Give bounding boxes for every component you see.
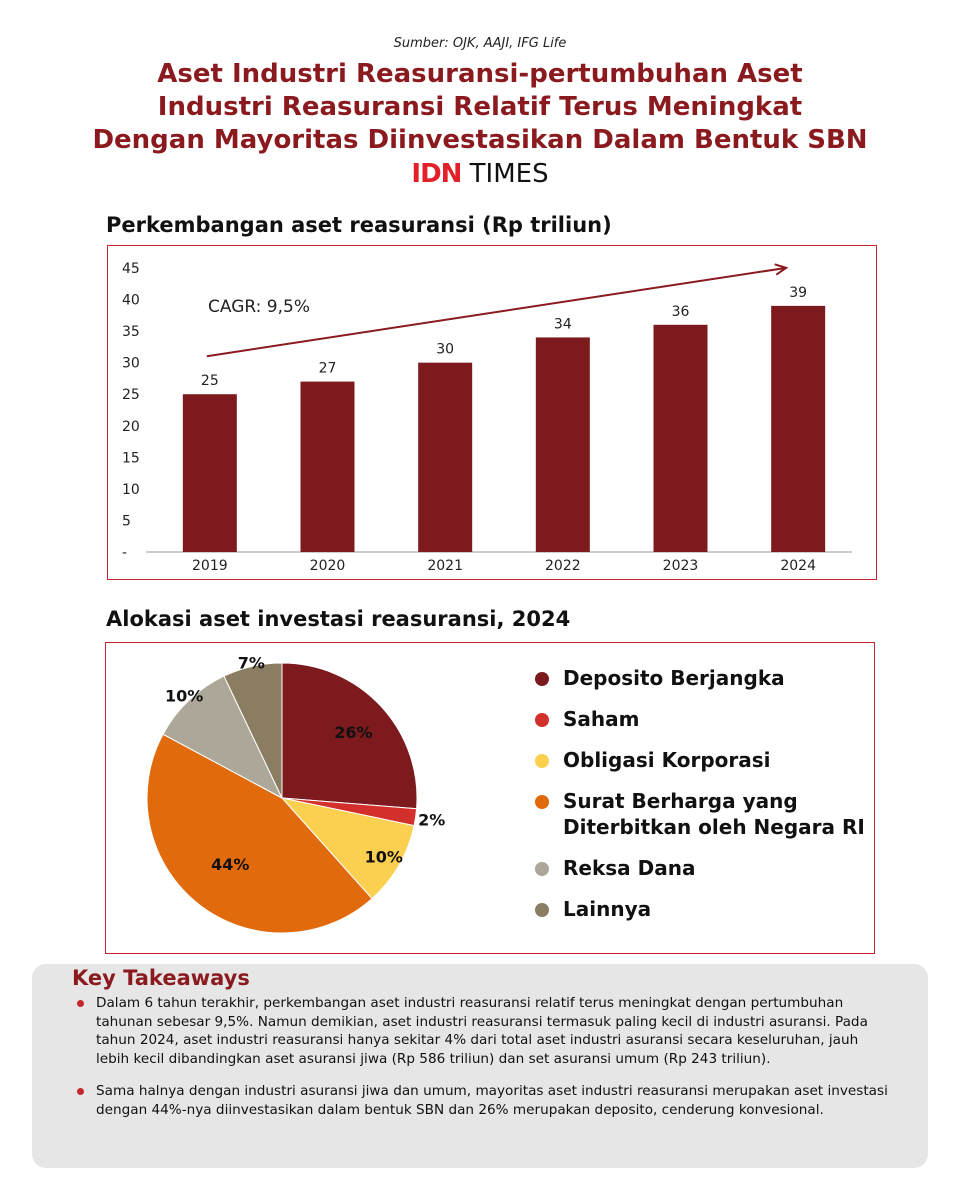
pie-chart-frame: 26% 2% 10% 44% 10% 7%: [105, 642, 875, 954]
legend-label: Obligasi Korporasi: [563, 748, 771, 772]
takeaways-heading: Key Takeaways: [72, 966, 250, 990]
legend-swatch-icon: [535, 713, 549, 727]
x-tick-label: 2021: [427, 558, 463, 574]
bar: [535, 337, 590, 552]
bullet-icon: [77, 1088, 84, 1095]
y-tick-label: 5: [122, 513, 131, 529]
legend-item: Surat Berharga yang Diterbitkan oleh Neg…: [535, 788, 865, 840]
bar-value-label: 30: [436, 342, 454, 358]
legend-label: Deposito Berjangka: [563, 666, 785, 690]
legend-label: Reksa Dana: [563, 856, 696, 880]
title-line: Dengan Mayoritas Diinvestasikan Dalam Be…: [92, 125, 868, 155]
legend-item: Saham: [535, 706, 865, 732]
key-takeaways: Key Takeaways Dalam 6 tahun terakhir, pe…: [32, 964, 928, 1168]
arrow-head-icon: [774, 263, 789, 276]
x-tick-label: 2022: [545, 558, 581, 574]
bullet-icon: [77, 1000, 84, 1007]
legend-label: Surat Berharga yang Diterbitkan oleh Neg…: [563, 789, 865, 839]
y-tick-label: 10: [122, 482, 140, 498]
y-tick-label: 45: [122, 261, 140, 277]
y-tick-label: 30: [122, 356, 140, 372]
x-tick-label: 2024: [780, 558, 816, 574]
logo-times: TIMES: [469, 159, 549, 189]
pie-slice-label: 44%: [211, 855, 249, 874]
pie-slice: [281, 662, 418, 810]
y-tick-label: 25: [122, 387, 140, 403]
title-line: Aset Industri Reasuransi-pertumbuhan Ase…: [157, 59, 803, 89]
pie-slice: [223, 662, 283, 799]
pie-legend: Deposito Berjangka Saham Obligasi Korporas…: [535, 665, 865, 937]
y-tick-label: 15: [122, 450, 140, 466]
takeaway-item: Dalam 6 tahun terakhir, perkembangan ase…: [74, 994, 894, 1068]
legend-item: Obligasi Korporasi: [535, 747, 865, 773]
takeaways-list: Dalam 6 tahun terakhir, perkembangan ase…: [74, 994, 894, 1133]
bar-chart: - 5 10 15 20 25 30 35 40 45 25 2019 27 2020 30 2021 34 20…: [122, 261, 852, 574]
legend-swatch-icon: [535, 672, 549, 686]
legend-label: Lainnya: [563, 897, 652, 921]
title-line: Industri Reasuransi Relatif Terus Mening…: [157, 92, 803, 122]
bar: [771, 305, 826, 552]
y-tick-label: 20: [122, 419, 140, 435]
pie-slice-label: 26%: [334, 723, 372, 742]
y-tick-label: 40: [122, 293, 140, 309]
bar: [182, 394, 237, 552]
pie-slice-label: 7%: [238, 653, 265, 672]
pie-slice-label: 2%: [418, 811, 445, 830]
pie-slice: [162, 675, 284, 800]
cagr-annotation: CAGR: 9,5%: [208, 297, 310, 317]
page-title: Aset Industri Reasuransi-pertumbuhan Ase…: [40, 58, 920, 157]
pie-slice-label: 10%: [365, 848, 403, 867]
legend-swatch-icon: [535, 862, 549, 876]
x-tick-label: 2020: [310, 558, 346, 574]
legend-label: Saham: [563, 707, 640, 731]
source-note: Sumber: OJK, AAJI, IFG Life: [393, 36, 567, 51]
x-tick-label: 2023: [663, 558, 699, 574]
bar-value-label: 34: [554, 316, 572, 332]
bar-value-label: 25: [201, 373, 219, 389]
takeaway-text: Dalam 6 tahun terakhir, perkembangan ase…: [96, 995, 868, 1067]
bar-chart-frame: - 5 10 15 20 25 30 35 40 45 25 2019 27 2020 30 2021 34 20…: [107, 245, 877, 580]
bar: [300, 381, 355, 552]
bar-value-label: 39: [789, 285, 807, 301]
pie-chart-title: Alokasi aset investasi reasuransi, 2024: [106, 607, 571, 631]
pie-slice: [146, 733, 373, 934]
pie-slice: [280, 797, 415, 900]
takeaway-text: Sama halnya dengan industri asuransi jiw…: [96, 1083, 888, 1118]
pie-slice-label: 10%: [165, 686, 203, 705]
y-tick-label: 35: [122, 324, 140, 340]
bar: [418, 362, 473, 552]
legend-item: Deposito Berjangka: [535, 665, 865, 691]
legend-swatch-icon: [535, 754, 549, 768]
bar-value-label: 27: [319, 361, 337, 377]
y-tick-label: -: [122, 545, 127, 561]
takeaway-item: Sama halnya dengan industri asuransi jiw…: [74, 1082, 894, 1119]
pie-chart: 26% 2% 10% 44% 10% 7%: [146, 653, 445, 934]
cagr-trend-arrow: [206, 266, 787, 358]
legend-item: Reksa Dana: [535, 855, 865, 881]
bar-chart-title: Perkembangan aset reasuransi (Rp triliun…: [106, 213, 612, 237]
legend-swatch-icon: [535, 903, 549, 917]
bar: [653, 324, 708, 552]
bar-value-label: 36: [672, 304, 690, 320]
logo-idn: IDN: [411, 159, 462, 189]
idn-times-logo: IDN TIMES: [0, 158, 960, 190]
legend-item: Lainnya: [535, 896, 865, 922]
legend-swatch-icon: [535, 795, 549, 809]
x-tick-label: 2019: [192, 558, 228, 574]
